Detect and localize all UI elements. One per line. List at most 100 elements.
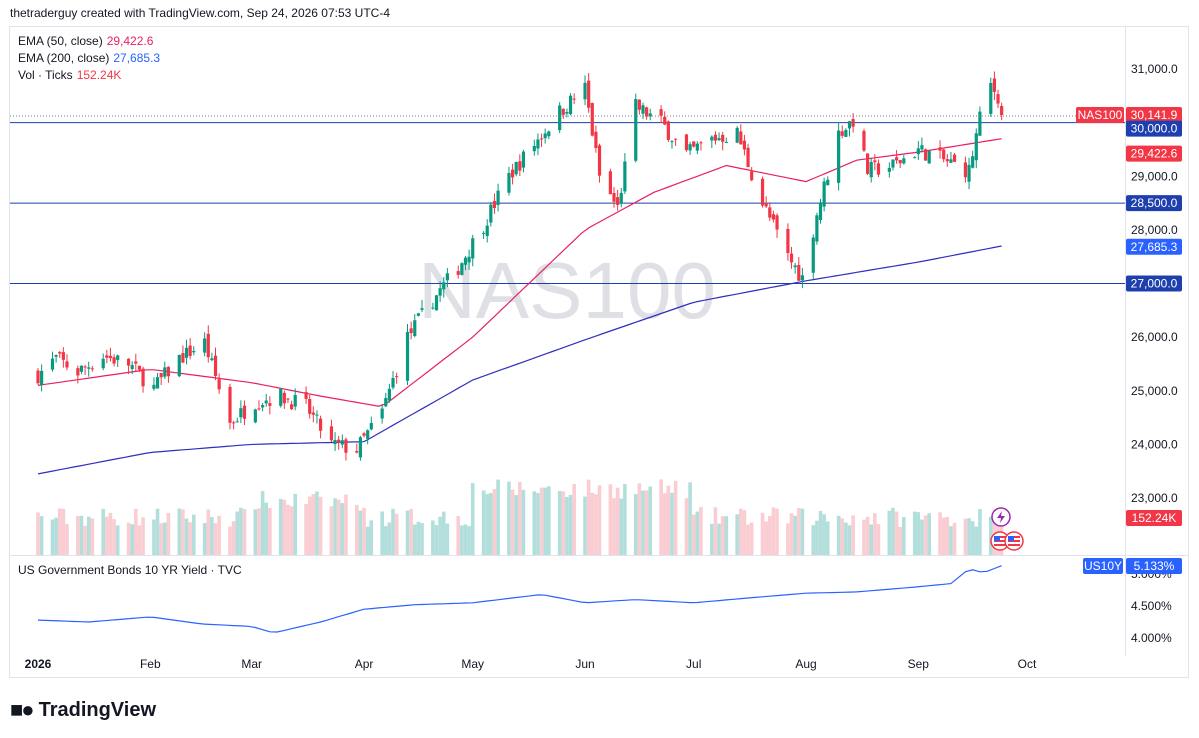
- volume-bar: [710, 523, 714, 555]
- candle-body: [793, 265, 797, 268]
- volume-bar: [329, 506, 334, 555]
- candle-body: [177, 354, 181, 377]
- volume-bar: [891, 507, 895, 555]
- candle-body: [362, 433, 366, 436]
- candle-body: [65, 361, 69, 368]
- candle-body: [387, 388, 392, 401]
- legend-ema200[interactable]: EMA (200, close) 27,685.3: [18, 51, 160, 65]
- candle-body: [137, 365, 142, 370]
- candle-body: [920, 145, 924, 150]
- volume-bar: [612, 498, 616, 555]
- volume-bar: [507, 481, 511, 555]
- volume-bar: [181, 509, 185, 555]
- volume-bar: [340, 503, 345, 555]
- candle-body: [597, 145, 602, 176]
- candle-body: [594, 131, 598, 149]
- chart-frame: [9, 26, 1189, 678]
- volume-bar: [242, 509, 247, 555]
- candle-body: [673, 138, 678, 140]
- volume-bar: [210, 517, 214, 555]
- candle-body: [847, 121, 852, 129]
- volume-bar: [862, 519, 866, 555]
- candle-body: [510, 169, 515, 178]
- candle-body: [166, 366, 171, 377]
- candle-body: [837, 130, 841, 183]
- symbol-badge-text: NAS100: [1078, 108, 1123, 122]
- candle-body: [203, 338, 207, 353]
- bonds-legend[interactable]: US Government Bonds 10 YR Yield · TVC: [18, 563, 242, 577]
- legend-ema50[interactable]: EMA (50, close) 29,422.6: [18, 34, 153, 48]
- candle-body: [416, 313, 420, 316]
- candle-body: [873, 160, 877, 163]
- volume-bar: [941, 517, 946, 555]
- volume-bar: [380, 511, 384, 555]
- candle-body: [543, 133, 547, 139]
- candle-body: [112, 357, 116, 364]
- tradingview-logo[interactable]: ■● TradingView: [10, 697, 156, 723]
- volume-bar: [974, 526, 979, 555]
- volume-bar: [260, 491, 265, 555]
- volume-bar: [510, 489, 515, 555]
- volume-bar: [887, 510, 892, 555]
- candle-body: [721, 134, 725, 142]
- candle-body: [76, 368, 80, 376]
- volume-bar: [876, 524, 881, 555]
- candle-body: [891, 159, 895, 168]
- candle-body: [481, 232, 486, 234]
- volume-badge: [1126, 510, 1182, 526]
- volume-bar: [405, 510, 410, 555]
- legend-volume[interactable]: Vol · Ticks 152.24K: [18, 68, 121, 82]
- candle-body: [282, 392, 286, 404]
- candle-body: [333, 440, 337, 445]
- time-tick-label: Feb: [140, 657, 161, 671]
- candle-body: [340, 440, 344, 445]
- candle-body: [445, 273, 449, 281]
- volume-bar: [217, 515, 221, 555]
- candle-body: [927, 151, 931, 164]
- volume-bar: [978, 509, 982, 555]
- volume-bar: [597, 485, 602, 555]
- us-flag-icon[interactable]: [1004, 531, 1024, 551]
- candle-body: [822, 181, 826, 207]
- volume-bar: [409, 508, 413, 555]
- volume-bar: [365, 526, 370, 555]
- candle-body: [558, 105, 562, 131]
- candle-body: [590, 102, 594, 136]
- candle-body: [536, 139, 540, 149]
- candle-body: [739, 131, 743, 145]
- candle-body: [87, 367, 91, 369]
- candle-body: [684, 134, 689, 151]
- bond-yield-axis[interactable]: 5.000%4.500%4.000%: [1131, 567, 1172, 645]
- time-tick-label: May: [461, 657, 484, 671]
- candle-body: [710, 136, 714, 141]
- volume-bar: [583, 496, 587, 555]
- time-tick-label: Jul: [686, 657, 701, 671]
- lightning-icon[interactable]: [991, 507, 1011, 527]
- volume-bar: [594, 494, 598, 555]
- volume-bars: [36, 479, 1004, 555]
- candle-body: [369, 422, 373, 430]
- candle-body: [978, 111, 982, 136]
- us-flag-icon[interactable]: [990, 531, 1010, 551]
- candle-body: [257, 408, 261, 410]
- price-tick-label: 28,000.0: [1131, 223, 1178, 237]
- candle-body: [438, 288, 442, 296]
- volume-bar: [572, 483, 576, 555]
- volume-bar: [311, 494, 316, 555]
- candle-body: [304, 392, 308, 399]
- price-tick-label: 23,000.0: [1131, 491, 1178, 505]
- time-axis[interactable]: 2026 Feb Mar Apr May Jun Jul Aug Sep Oct: [25, 657, 1037, 671]
- candle-body: [742, 140, 747, 150]
- volume-bar: [304, 504, 308, 555]
- candle-body: [768, 207, 772, 218]
- volume-bar: [902, 517, 906, 555]
- volume-bar: [952, 522, 957, 555]
- candle-body: [315, 414, 319, 416]
- candle-body: [391, 377, 395, 388]
- volume-bar: [818, 510, 823, 555]
- symbol-badge: [1076, 107, 1124, 124]
- us10y-symbol-badge: [1083, 558, 1123, 574]
- volume-bar: [927, 513, 931, 555]
- candle-body: [666, 121, 670, 140]
